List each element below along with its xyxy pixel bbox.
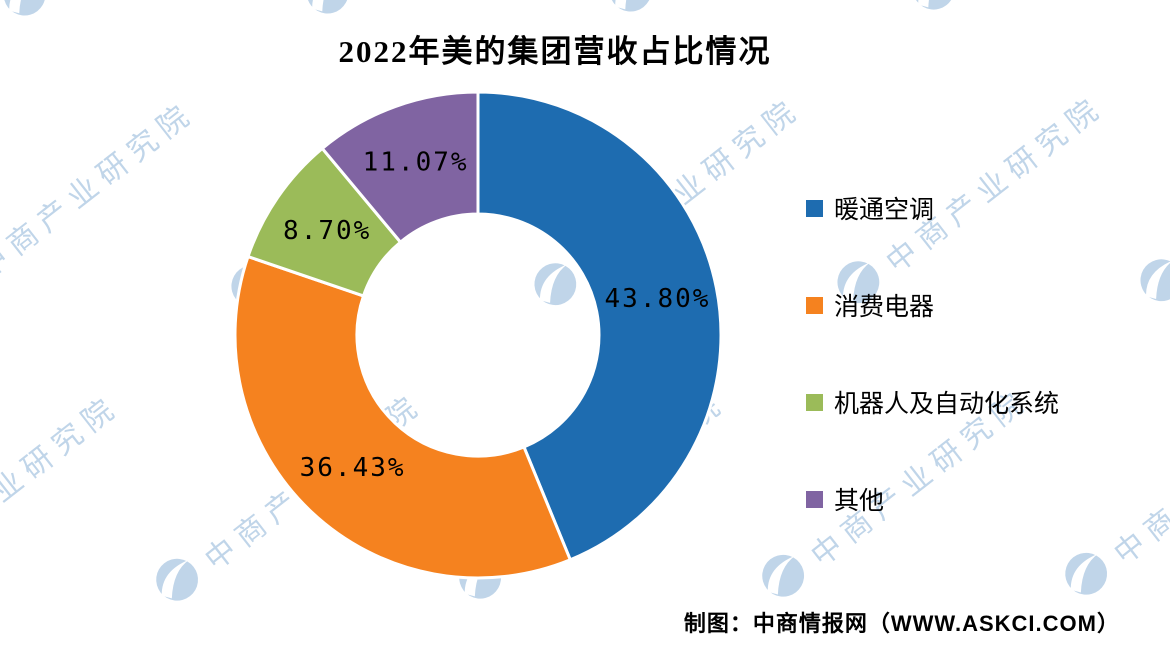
legend-marker <box>806 296 823 314</box>
footer-credit: 制图：中商情报网（WWW.ASKCI.COM） <box>683 611 1120 636</box>
slice-label-0: 43.80% <box>605 284 711 314</box>
pie-slice-0 <box>476 90 723 562</box>
chart-title: 2022年美的集团营收占比情况 <box>338 34 772 69</box>
legend-marker <box>806 393 823 411</box>
pie-slice-3 <box>320 90 480 244</box>
legend-label: 消费电器 <box>834 293 935 321</box>
slice-label-1: 36.43% <box>300 453 406 483</box>
legend-marker <box>806 199 823 217</box>
legend: 暖通空调 消费电器 机器人及自动化系统 其他 <box>806 190 1059 517</box>
legend-label: 其他 <box>834 487 885 515</box>
pie-slice-1 <box>233 255 572 580</box>
legend-label: 机器人及自动化系统 <box>834 390 1060 418</box>
legend-item: 消费电器 <box>806 287 1059 323</box>
legend-item: 机器人及自动化系统 <box>806 384 1059 420</box>
slice-label-3: 11.07% <box>363 148 469 178</box>
legend-item: 其他 <box>806 481 1059 517</box>
legend-marker <box>806 490 823 508</box>
legend-item: 暖通空调 <box>806 190 1059 226</box>
legend-label: 暖通空调 <box>834 196 935 224</box>
slice-label-2: 8.70% <box>283 216 371 246</box>
